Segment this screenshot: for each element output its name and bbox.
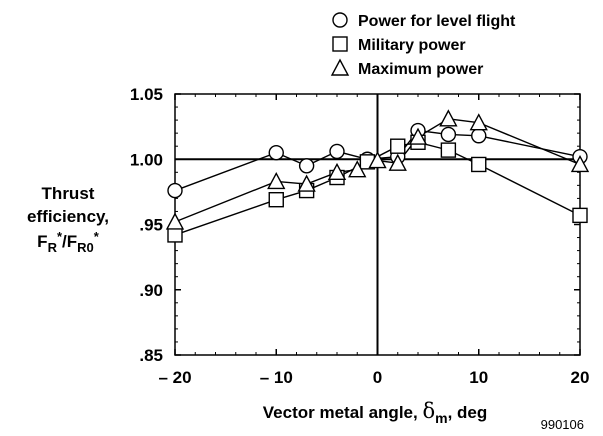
- data-point-triangle: [469, 113, 488, 131]
- ratio-num-sub: R: [48, 240, 58, 255]
- data-point-triangle: [348, 160, 367, 178]
- data-point-triangle: [439, 109, 458, 127]
- data-point-circle: [298, 158, 315, 174]
- y-tick-label: .95: [139, 216, 163, 235]
- x-axis-label-main: Vector metal angle,: [263, 403, 423, 422]
- y-axis-label: Thrust efficiency, FR*/FR0*: [27, 184, 109, 255]
- legend-label: Power for level flight: [358, 13, 516, 30]
- data-point-triangle: [570, 154, 590, 173]
- data-point-square: [572, 207, 588, 224]
- x-axis-label: Vector metal angle, δm, deg: [263, 399, 487, 426]
- data-point-square: [440, 142, 457, 158]
- legend-label: Military power: [358, 37, 466, 54]
- series-line-circle: [174, 129, 581, 192]
- data-point-circle: [268, 145, 284, 161]
- figure-id: 990106: [541, 417, 584, 432]
- ratio-den-sup: *: [94, 229, 100, 244]
- x-tick-label: 10: [469, 368, 488, 387]
- y-tick-label: .85: [139, 346, 163, 365]
- data-point-circle: [440, 126, 457, 143]
- ratio-den-sub: R0: [77, 240, 94, 255]
- tick-labels: – 20 – 10 0 10 20 .85 .90 .95 1.00 1.05: [130, 85, 590, 387]
- delta-symbol: δ: [422, 399, 435, 423]
- data-point-circle: [329, 143, 345, 160]
- ratio-den: F: [67, 232, 77, 251]
- x-axis-label-tail: , deg: [448, 403, 488, 422]
- legend-marker-circle: [332, 12, 348, 28]
- data-point-triangle: [165, 212, 185, 230]
- data-point-triangle: [267, 171, 286, 190]
- data-point-triangle: [368, 151, 387, 169]
- ratio-num: F: [37, 232, 47, 251]
- x-tick-label: – 20: [158, 368, 191, 387]
- y-axis-label-line-2: efficiency,: [27, 207, 109, 226]
- y-tick-label: 1.00: [130, 150, 163, 169]
- ratio-num-sup: *: [57, 229, 63, 244]
- legend: Power for level flight Military power Maxi…: [330, 12, 516, 78]
- legend-marker-square: [332, 36, 348, 52]
- data-point-square: [390, 138, 406, 154]
- series-line-square: [174, 141, 581, 236]
- data-point-circle: [167, 182, 183, 199]
- data-point-triangle: [297, 174, 316, 192]
- legend-label: Maximum power: [358, 61, 483, 78]
- ratio-slash: /: [62, 232, 67, 251]
- data-point-square: [167, 227, 183, 243]
- plot-area: [165, 93, 590, 356]
- y-tick-label: 1.05: [130, 85, 163, 104]
- data-point-square: [471, 156, 487, 173]
- x-axis-label-sub: m: [435, 410, 447, 426]
- legend-marker-triangle: [330, 58, 350, 76]
- y-tick-label: .90: [139, 281, 163, 300]
- x-tick-label: – 10: [260, 368, 293, 387]
- data-point-triangle: [408, 127, 428, 145]
- y-axis-label-line-1: Thrust: [42, 184, 95, 203]
- y-axis-label-ratio: FR*/FR0*: [37, 229, 100, 255]
- x-tick-label: 0: [373, 368, 382, 387]
- data-point-square: [268, 192, 284, 208]
- data-point-circle: [471, 128, 487, 144]
- x-tick-label: 20: [571, 368, 590, 387]
- data-point-triangle: [327, 162, 347, 181]
- data-point-triangle: [388, 153, 407, 171]
